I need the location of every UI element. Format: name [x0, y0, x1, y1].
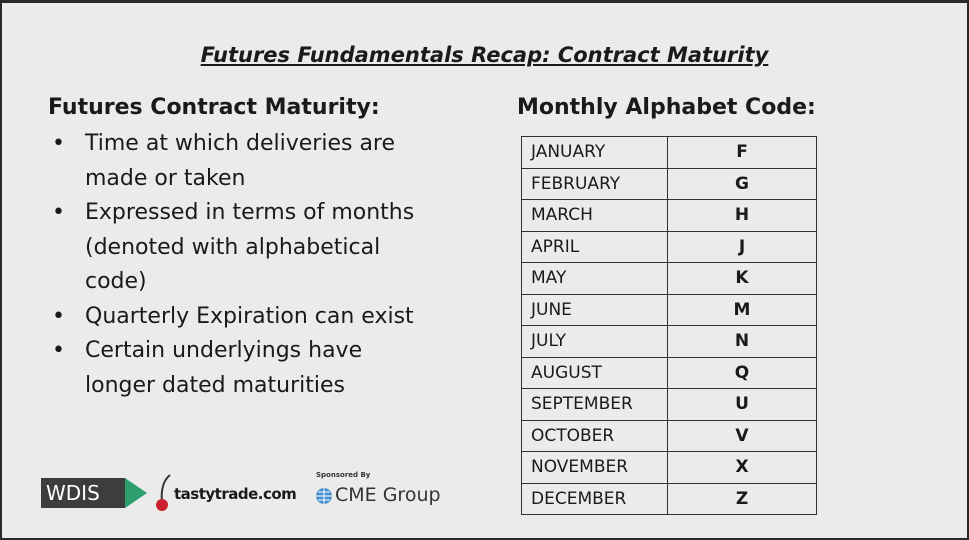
code-cell: M [667, 293, 817, 326]
month-cell: FEBRUARY [521, 167, 668, 200]
code-cell: N [667, 325, 817, 358]
table-row: OCTOBER V [521, 419, 817, 452]
tastytrade-logo: tastytrade.com [174, 485, 297, 503]
code-cell: F [667, 136, 817, 169]
code-cell: Z [667, 482, 817, 515]
cme-logo-mark [316, 488, 332, 504]
table-row: MAY K [521, 262, 817, 295]
code-cell: G [667, 167, 817, 200]
month-cell: NOVEMBER [521, 451, 668, 484]
month-cell: MAY [521, 262, 668, 295]
code-cell: U [667, 388, 817, 421]
slide-title: Futures Fundamentals Recap: Contract Mat… [200, 43, 769, 67]
code-cell: J [667, 230, 817, 263]
bullet-item: Quarterly Expiration can exist [50, 300, 430, 335]
sponsor-label: Sponsored By [316, 471, 371, 479]
month-cell: JUNE [521, 293, 668, 326]
table-row: SEPTEMBER U [521, 388, 817, 421]
code-cell: K [667, 262, 817, 295]
wdis-logo-mark [125, 478, 147, 508]
table-row: JULY N [521, 325, 817, 358]
table-row: FEBRUARY G [521, 167, 817, 200]
month-cell: MARCH [521, 199, 668, 232]
bullet-item: Time at which deliveries are made or tak… [50, 127, 430, 196]
bullet-item: Certain underlyings have longer dated ma… [50, 334, 430, 403]
bullet-list: Time at which deliveries are made or tak… [50, 127, 430, 403]
bullet-item: Expressed in terms of months (denoted wi… [50, 196, 430, 300]
month-cell: JULY [521, 325, 668, 358]
table-row: MARCH H [521, 199, 817, 232]
month-cell: APRIL [521, 230, 668, 263]
table-row: JUNE M [521, 293, 817, 326]
left-heading: Futures Contract Maturity: [48, 95, 380, 120]
month-cell: SEPTEMBER [521, 388, 668, 421]
code-cell: V [667, 419, 817, 452]
code-table: JANUARY F FEBRUARY G MARCH H APRIL J MAY K JUNE M JU… [521, 136, 817, 515]
month-cell: DECEMBER [521, 482, 668, 515]
month-cell: JANUARY [521, 136, 668, 169]
table-row: DECEMBER Z [521, 482, 817, 515]
code-cell: Q [667, 356, 817, 389]
month-cell: AUGUST [521, 356, 668, 389]
cme-logo: CME Group [335, 484, 441, 506]
table-row: AUGUST Q [521, 356, 817, 389]
code-cell: H [667, 199, 817, 232]
code-cell: X [667, 451, 817, 484]
tastytrade-logo-mark [156, 474, 171, 511]
slide: Futures Fundamentals Recap: Contract Mat… [2, 3, 967, 538]
table-row: APRIL J [521, 230, 817, 263]
right-heading: Monthly Alphabet Code: [517, 95, 816, 120]
wdis-logo: WDIS [41, 478, 125, 508]
month-cell: OCTOBER [521, 419, 668, 452]
table-row: JANUARY F [521, 136, 817, 169]
table-row: NOVEMBER X [521, 451, 817, 484]
